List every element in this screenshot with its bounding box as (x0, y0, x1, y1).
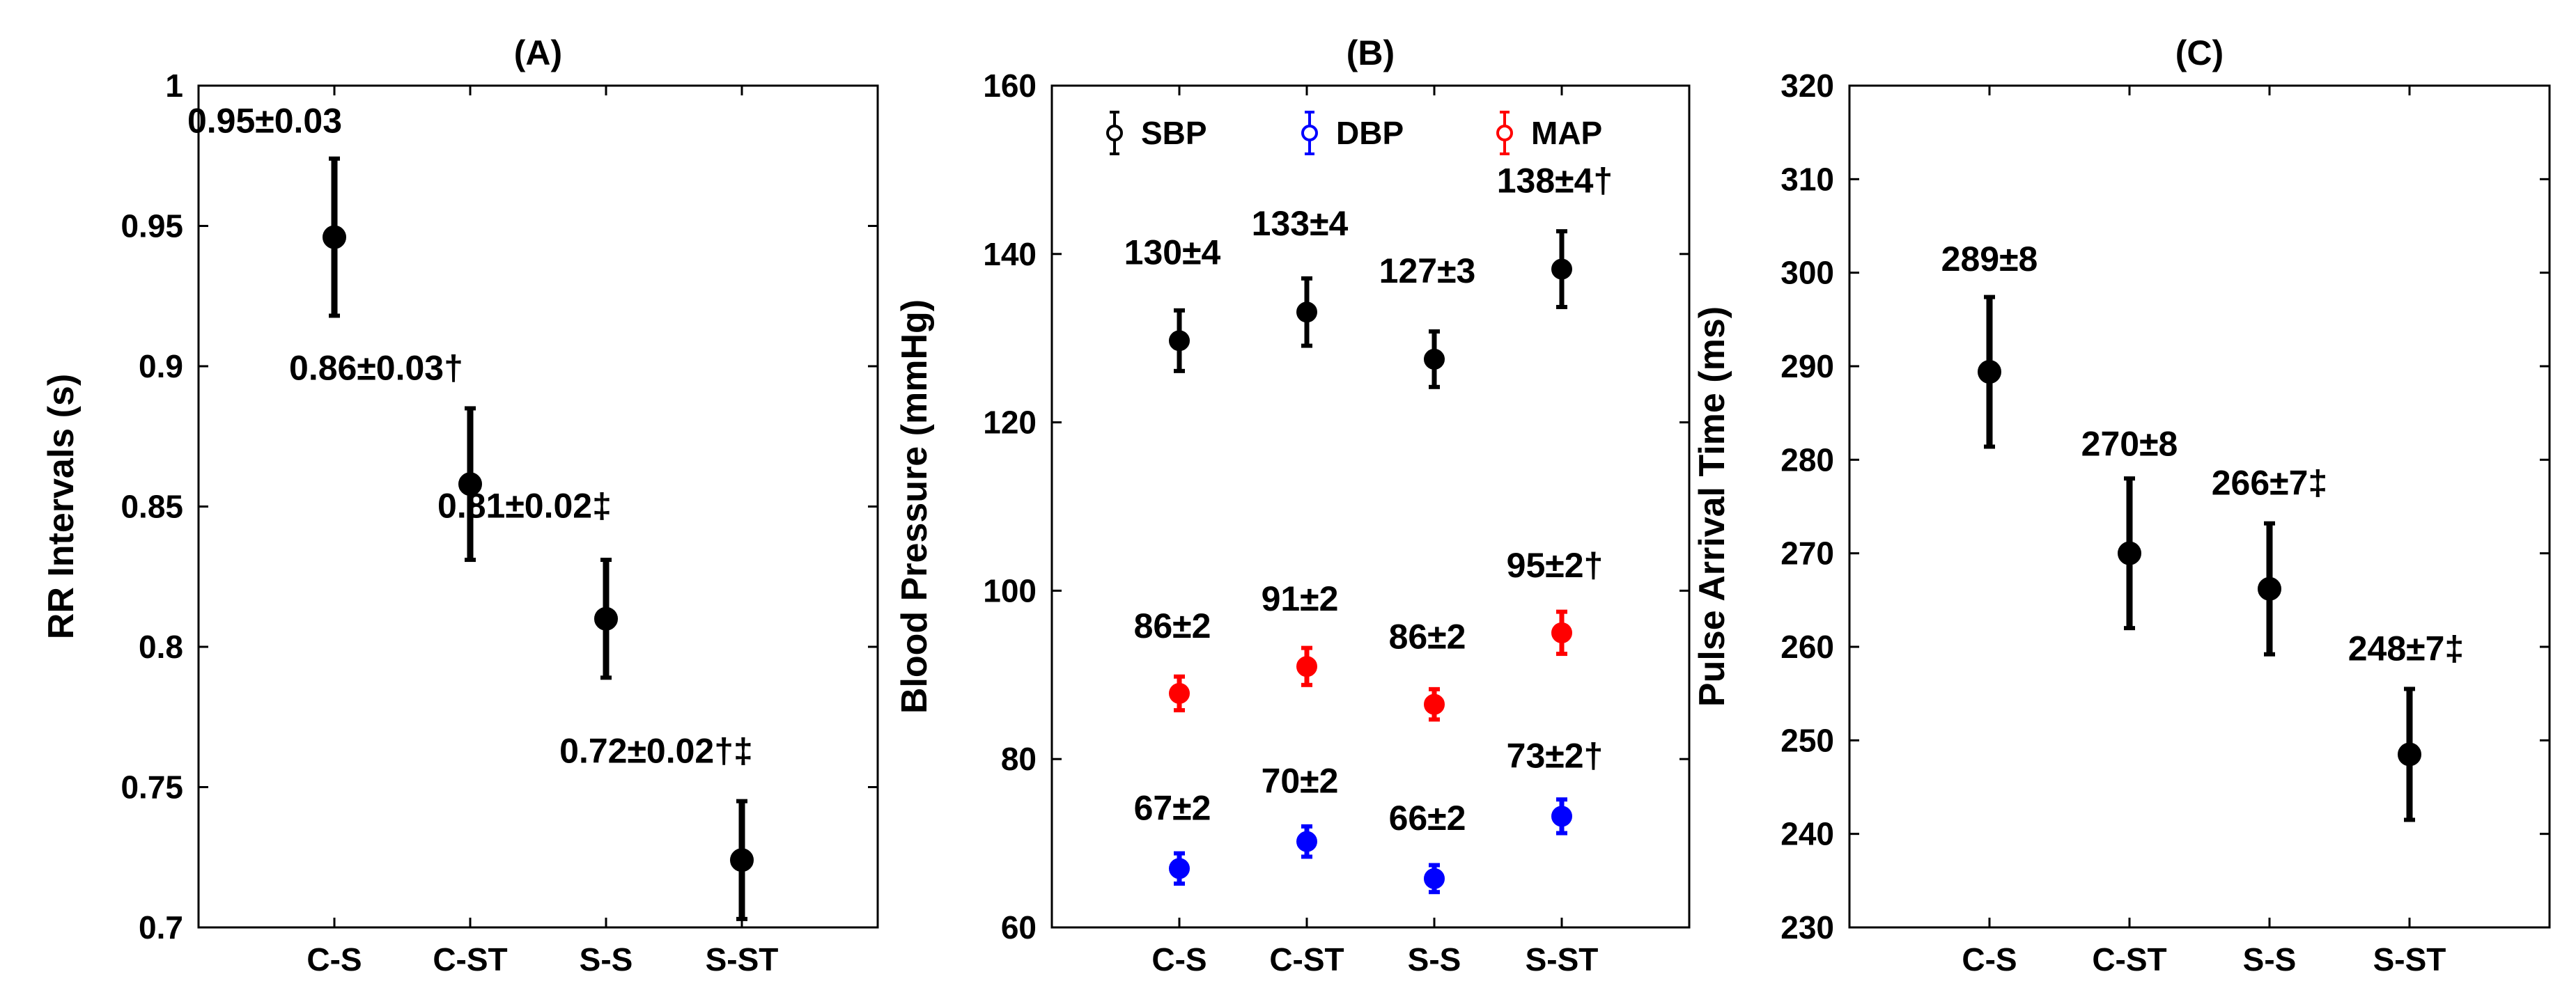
x-tick-label: S-ST (1526, 941, 1599, 978)
data-point (730, 848, 754, 872)
y-tick-label: 140 (983, 236, 1037, 272)
y-tick-label: 270 (1780, 535, 1834, 572)
legend-label: SBP (1141, 115, 1207, 151)
data-point (1551, 258, 1572, 280)
data-point (1296, 831, 1317, 852)
x-tick-label: S-ST (706, 941, 779, 978)
data-label: 0.72±0.02†‡ (559, 731, 753, 770)
data-point (2118, 541, 2141, 565)
y-axis-title: Pulse Arrival Time (ms) (1692, 306, 1732, 707)
data-label: 270±8 (2081, 425, 2178, 464)
panel-c: 230 240 250 260 270 280 290 300 310 320 C-S C-ST S-S… (1692, 33, 2551, 978)
data-point (323, 225, 346, 249)
data-point (1169, 858, 1190, 879)
y-tick-label: 80 (1001, 741, 1037, 777)
x-tick-label: C-ST (1269, 941, 1344, 978)
data-label: 0.81±0.02‡ (437, 487, 612, 526)
y-tick-label: 240 (1780, 816, 1834, 852)
panel-title: (B) (1347, 33, 1395, 72)
x-tick-label: C-ST (2092, 941, 2166, 978)
legend-marker (1301, 125, 1318, 141)
data-point (1169, 330, 1190, 352)
data-point (1296, 656, 1317, 677)
y-tick-label: 0.95 (121, 208, 183, 244)
data-label: 0.86±0.03† (289, 348, 463, 387)
x-tick-label: S-S (2243, 941, 2297, 978)
data-point (1296, 301, 1317, 323)
data-point (1551, 806, 1572, 827)
data-point (1551, 622, 1572, 643)
data-point (1978, 360, 2001, 384)
data-label: 133±4 (1252, 204, 1349, 243)
x-tick-label: S-S (1408, 941, 1461, 978)
data-point (1424, 693, 1445, 715)
y-tick-label: 290 (1780, 348, 1834, 384)
data-label: 248±7‡ (2348, 629, 2464, 668)
data-label: 86±2 (1134, 606, 1211, 645)
data-label: 66±2 (1389, 799, 1466, 838)
axes-box (1050, 84, 1691, 929)
y-tick-label: 300 (1780, 255, 1834, 291)
data-label: 138±4† (1497, 162, 1613, 201)
y-tick-label: 0.75 (121, 769, 183, 806)
data-label: 95±2† (1507, 546, 1604, 585)
data-label: 86±2 (1389, 618, 1466, 657)
y-tick-label: 1 (165, 68, 183, 104)
legend-label: MAP (1531, 115, 1602, 151)
y-tick-label: 60 (1001, 909, 1037, 946)
axes-box (1848, 84, 2551, 929)
y-tick-label: 120 (983, 405, 1037, 441)
x-tick-label: S-S (580, 941, 633, 978)
data-label: 70±2 (1262, 762, 1339, 801)
y-tick-label: 280 (1780, 441, 1834, 478)
data-label: 91±2 (1262, 579, 1339, 618)
data-point (1424, 868, 1445, 889)
data-label: 289±8 (1941, 240, 2038, 279)
y-tick-label: 250 (1780, 722, 1834, 758)
x-tick-label: C-ST (433, 941, 507, 978)
y-axis-title: Blood Pressure (mmHg) (894, 299, 935, 714)
data-label: 0.95±0.03 (187, 102, 342, 141)
x-tick-label: C-S (1151, 941, 1206, 978)
y-tick-label: 260 (1780, 629, 1834, 665)
data-point (1169, 682, 1190, 704)
data-point (2398, 742, 2421, 767)
data-label: 130±4 (1124, 233, 1221, 272)
y-axis-title: RR Intervals (s) (41, 374, 82, 639)
legend-marker (1496, 125, 1513, 141)
data-label: 67±2 (1134, 788, 1211, 827)
legend-marker (1106, 125, 1123, 141)
data-point (458, 472, 482, 496)
data-point (594, 606, 618, 631)
panel-title: (A) (514, 33, 562, 72)
panel-a: 0.7 0.75 0.8 0.85 0.9 0.95 1 C-S C-ST S-S S-ST (A) R… (41, 33, 879, 978)
panel-b: 60 80 100 120 140 160 C-S C-ST S-S S-ST (B) Blood P… (894, 33, 1691, 978)
x-tick-label: S-ST (2373, 941, 2446, 978)
panel-title: (C) (2175, 33, 2224, 72)
y-tick-label: 0.7 (139, 909, 183, 946)
legend-label: DBP (1336, 115, 1404, 151)
y-tick-label: 310 (1780, 161, 1834, 197)
x-tick-label: C-S (307, 941, 362, 978)
y-tick-label: 0.9 (139, 348, 183, 384)
data-label: 127±3 (1379, 251, 1476, 290)
y-tick-label: 320 (1780, 68, 1834, 104)
x-tick-label: C-S (1962, 941, 2017, 978)
y-tick-label: 100 (983, 572, 1037, 609)
data-label: 266±7‡ (2212, 464, 2327, 503)
y-tick-label: 0.8 (139, 629, 183, 665)
y-tick-label: 230 (1780, 909, 1834, 946)
y-tick-label: 160 (983, 68, 1037, 104)
y-tick-label: 0.85 (121, 489, 183, 525)
data-point (1424, 348, 1445, 370)
data-point (2258, 576, 2281, 601)
data-label: 73±2† (1507, 736, 1604, 775)
